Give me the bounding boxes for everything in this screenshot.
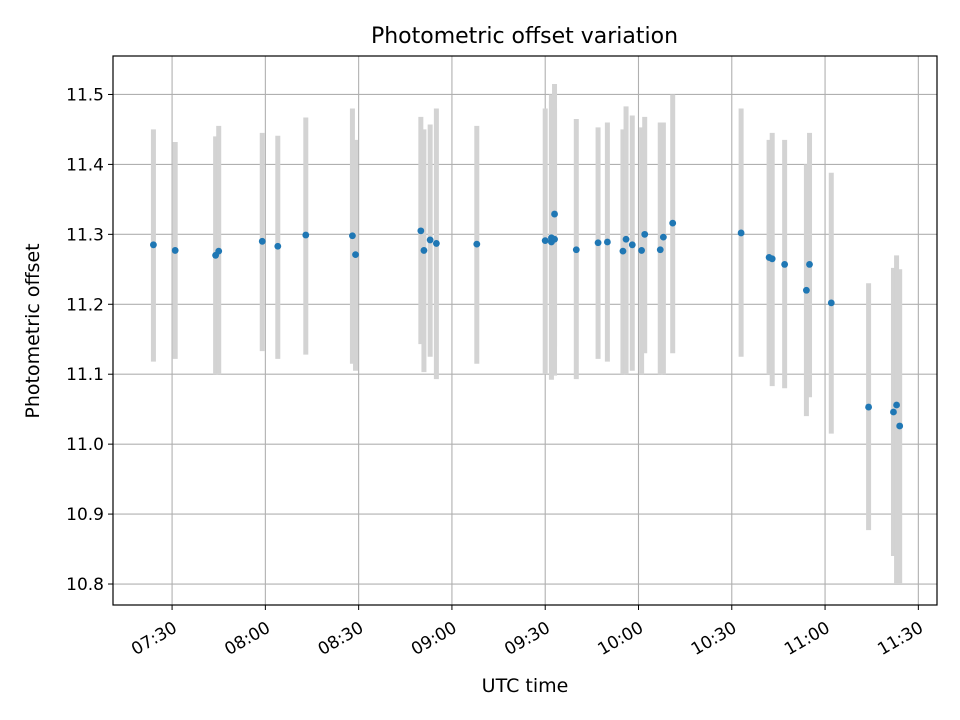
data-point <box>737 229 745 237</box>
data-point <box>641 230 649 238</box>
data-point <box>215 247 223 255</box>
data-point <box>865 403 872 411</box>
data-point <box>274 242 282 250</box>
data-point <box>656 246 664 254</box>
data-point <box>541 237 549 245</box>
data-point <box>890 408 897 416</box>
x-axis-label: UTC time <box>482 675 569 697</box>
data-point <box>432 240 440 247</box>
data-point <box>827 299 835 307</box>
data-point <box>659 233 667 241</box>
y-tick-label: 11.2 <box>66 295 104 315</box>
data-point <box>572 246 580 254</box>
data-point <box>426 236 434 244</box>
data-point <box>893 401 900 409</box>
data-point <box>302 231 310 239</box>
plot-frame <box>112 55 938 606</box>
y-tick-label: 10.8 <box>66 575 104 595</box>
data-point <box>896 422 904 430</box>
data-point <box>551 235 558 243</box>
data-point <box>768 255 776 263</box>
y-tick-label: 11.1 <box>66 365 104 385</box>
data-point <box>594 239 602 247</box>
data-point <box>420 247 428 254</box>
data-point <box>669 219 677 227</box>
data-point <box>806 261 813 268</box>
data-point <box>619 247 627 255</box>
chart-title: Photometric offset variation <box>371 24 678 49</box>
data-point <box>628 241 636 249</box>
data-point <box>604 238 611 246</box>
y-tick-label: 10.9 <box>66 505 104 525</box>
data-point <box>551 210 558 218</box>
data-point <box>781 261 789 268</box>
data-point <box>638 247 646 254</box>
y-axis-label: Photometric offset <box>22 243 44 418</box>
data-point <box>171 247 179 254</box>
data-point <box>349 232 356 240</box>
data-point <box>803 286 810 294</box>
data-point <box>622 235 630 243</box>
data-point <box>417 227 425 235</box>
y-tick-label: 11.4 <box>66 155 104 175</box>
y-tick-label: 11.0 <box>66 435 104 455</box>
y-tick-label: 11.3 <box>66 225 104 245</box>
data-point <box>150 241 157 249</box>
data-point <box>473 240 481 248</box>
y-axis: 10.8 10.9 11.0 11.1 11.2 11.3 11.4 11.5 <box>66 85 113 595</box>
data-point <box>258 237 266 245</box>
y-tick-label: 11.5 <box>66 85 104 105</box>
data-points <box>150 210 904 430</box>
data-point <box>352 251 359 259</box>
